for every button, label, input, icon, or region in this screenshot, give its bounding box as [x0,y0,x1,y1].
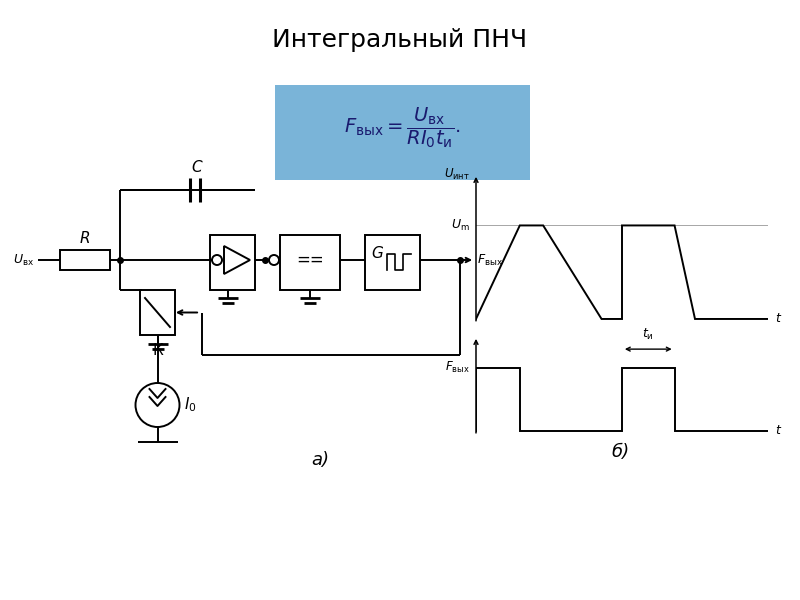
Text: ==: == [296,251,324,269]
Bar [60,250,110,270]
Text: G: G [371,247,383,262]
Text: $U_{\rm инт}$: $U_{\rm инт}$ [444,166,470,182]
Bar [280,235,340,290]
Bar [365,235,420,290]
Bar [140,290,175,335]
Bar [210,235,255,290]
Text: $t$: $t$ [775,313,782,325]
Text: $U_{\rm m}$: $U_{\rm m}$ [451,218,470,233]
Text: $t_{\rm и}$: $t_{\rm и}$ [642,327,654,342]
Text: Интегральный ПНЧ: Интегральный ПНЧ [273,28,527,52]
Text: $F_{\rm вых} = \dfrac{U_{\rm вх}}{RI_0 t_{\rm и}}.$: $F_{\rm вых} = \dfrac{U_{\rm вх}}{RI_0 t… [344,105,461,150]
Bar [275,85,530,180]
Text: а): а) [311,451,329,469]
Text: $F_{\rm вых}$: $F_{\rm вых}$ [446,360,470,375]
Text: C: C [192,160,202,175]
Text: $I_0$: $I_0$ [185,395,197,415]
Text: $t$: $t$ [775,424,782,437]
Text: R: R [80,231,90,246]
Text: б): б) [611,443,629,461]
Text: К: К [152,343,163,358]
Text: $F_{\rm вых}$: $F_{\rm вых}$ [477,253,503,268]
Text: $U_{\rm вх}$: $U_{\rm вх}$ [13,253,34,268]
